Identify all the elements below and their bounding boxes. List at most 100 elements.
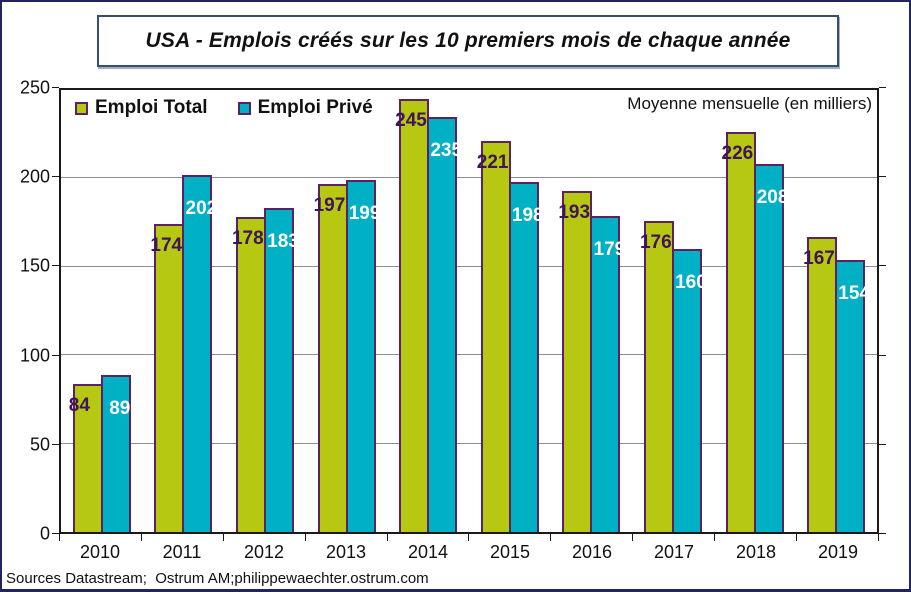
bar-value-label: 193 (558, 201, 591, 223)
x-tick-label-2011: 2011 (162, 542, 202, 562)
bar-group-2013: 197 199 (306, 90, 388, 532)
bar-emploi-total-2015: 221 (477, 141, 511, 532)
bar-emploi-total-2010: 84 (69, 383, 103, 532)
y-tick-mark (879, 533, 886, 534)
x-tick-label-2016: 2016 (571, 542, 613, 562)
y-tick-label: 100 (19, 345, 50, 366)
x-tick-label-2017: 2017 (653, 542, 695, 562)
bar-value-label: 183 (267, 231, 299, 253)
y-tick-mark (52, 533, 59, 534)
bar-value-label: 89 (109, 397, 131, 419)
bar-value-label: 176 (639, 231, 672, 253)
bar-value-label: 235 (430, 139, 463, 161)
bar-value-label: 84 (68, 394, 90, 416)
x-tick-label-2010: 2010 (79, 542, 121, 562)
x-tick-label-2013: 2013 (325, 542, 367, 562)
bar-emploi-privé-2012: 183 (263, 208, 299, 532)
y-tick-mark (879, 176, 886, 178)
y-axis: 0 50 100 150 200 250 (2, 78, 50, 544)
gridline (61, 177, 877, 179)
bar-value-label: 178 (231, 228, 264, 250)
bar-emploi-total-2011: 174 (150, 224, 185, 532)
bar-group-2015: 221 198 (469, 90, 551, 532)
bar-emploi-privé-2018: 208 (753, 164, 788, 532)
y-tick-mark (52, 176, 59, 178)
bar-emploi-privé-2016: 179 (590, 215, 625, 532)
x-tick-mark (632, 534, 634, 541)
y-tick-mark (879, 87, 886, 88)
bar-emploi-privé-2015: 198 (508, 181, 544, 532)
y-tick-mark (52, 354, 59, 356)
bar-emploi-total-2016: 193 (558, 190, 593, 532)
bar-value-label: 197 (313, 194, 346, 216)
x-axis-ticks (59, 534, 879, 541)
bar-group-2017: 176 160 (632, 90, 714, 532)
y-tick-label: 0 (39, 523, 50, 544)
x-tick-mark (304, 534, 306, 541)
x-tick-mark (468, 534, 470, 541)
bar-group-2012: 178 183 (224, 90, 306, 532)
legend-label-total: Emploi Total (95, 97, 208, 118)
legend-item-emploi-prive: Emploi Privé (237, 97, 373, 119)
y-tick-mark (879, 354, 886, 356)
y-tick-label: 250 (19, 77, 50, 98)
gridline (61, 442, 877, 444)
bar-group-2016: 193 179 (551, 90, 633, 532)
bar-value-label: 199 (348, 203, 381, 225)
bar-group-2011: 174 202 (143, 90, 225, 532)
y-tick-mark (52, 443, 59, 445)
x-tick-label-2019: 2019 (817, 542, 859, 562)
bar-value-label: 179 (593, 238, 626, 260)
source-text: Sources Datastream; Ostrum AM;philippewa… (6, 570, 429, 587)
bar-emploi-privé-2010: 89 (100, 374, 131, 532)
gridline (61, 354, 877, 356)
y-tick-label: 200 (19, 166, 50, 187)
y-tick-label: 50 (29, 434, 50, 455)
bar-emploi-total-2013: 197 (314, 183, 348, 532)
y-tick-label: 150 (19, 255, 50, 276)
bar-value-label: 208 (756, 187, 789, 209)
bar-emploi-privé-2017: 160 (671, 249, 707, 532)
x-tick-mark (714, 534, 716, 541)
x-tick-label-2015: 2015 (489, 542, 531, 562)
bar-group-2010: 84 89 (61, 90, 143, 532)
bar-value-label: 202 (185, 197, 218, 219)
bar-emploi-total-2014: 245 (395, 98, 430, 532)
plot-area: Emploi Total Emploi Privé Moyenne mensue… (59, 88, 879, 534)
bar-emploi-total-2017: 176 (640, 220, 674, 532)
chart-title: USA - Emplois créés sur les 10 premiers … (145, 29, 791, 52)
legend-label-prive: Emploi Privé (257, 97, 373, 118)
x-axis-labels: 2010 2011 2012 2013 2014 2015 2016 2017 2018 2019 (59, 542, 879, 563)
bar-value-label: 198 (511, 204, 544, 226)
legend-swatch-total-icon (75, 101, 88, 115)
y-axis-ticks-right (879, 87, 886, 534)
bar-value-label: 167 (803, 247, 835, 269)
bar-value-label: 221 (476, 152, 509, 174)
x-tick-mark (877, 534, 879, 541)
legend-item-emploi-total: Emploi Total (75, 97, 208, 119)
y-tick-mark (52, 265, 59, 267)
bar-value-label: 154 (838, 282, 870, 304)
chart-subtitle: Moyenne mensuelle (en milliers) (627, 94, 872, 113)
x-tick-label-2014: 2014 (407, 542, 449, 562)
x-tick-mark (59, 534, 60, 541)
bar-emploi-privé-2013: 199 (345, 180, 380, 532)
x-tick-mark (550, 534, 552, 541)
bar-value-label: 245 (395, 109, 427, 131)
bar-value-label: 174 (150, 235, 183, 257)
legend-swatch-prive-icon (237, 101, 251, 115)
y-axis-ticks-left (52, 87, 59, 534)
bar-group-2019: 167 154 (795, 90, 877, 532)
y-tick-mark (879, 265, 886, 267)
x-tick-mark (386, 534, 388, 541)
y-tick-mark (52, 87, 59, 88)
bar-emploi-privé-2014: 235 (427, 116, 462, 532)
bar-group-2014: 245 235 (387, 90, 469, 532)
x-tick-mark (222, 534, 224, 541)
bar-value-label: 160 (675, 272, 707, 294)
x-tick-label-2012: 2012 (243, 542, 285, 562)
y-tick-mark (879, 443, 886, 445)
bars-container: 84 89 174 202 178 183 197 199 245 235 221 198 193 179… (61, 90, 877, 532)
chart-title-box: USA - Emplois créés sur les 10 premiers … (97, 15, 839, 67)
